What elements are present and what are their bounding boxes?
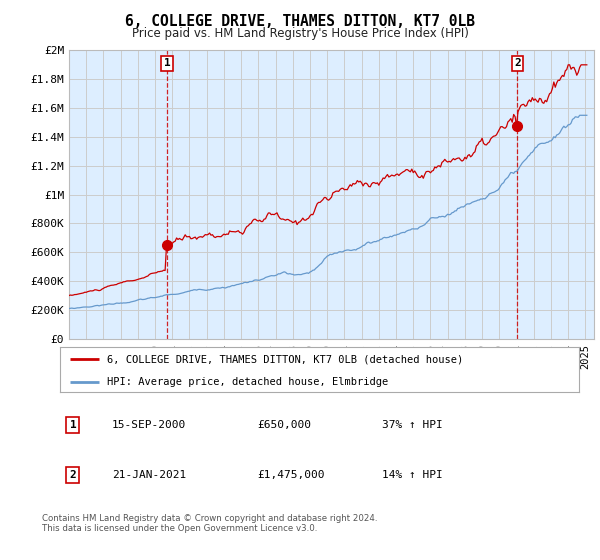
Text: 6, COLLEGE DRIVE, THAMES DITTON, KT7 0LB: 6, COLLEGE DRIVE, THAMES DITTON, KT7 0LB	[125, 14, 475, 29]
Text: Price paid vs. HM Land Registry's House Price Index (HPI): Price paid vs. HM Land Registry's House …	[131, 27, 469, 40]
Text: Contains HM Land Registry data © Crown copyright and database right 2024.
This d: Contains HM Land Registry data © Crown c…	[42, 514, 377, 533]
Text: £650,000: £650,000	[257, 419, 311, 430]
Text: 14% ↑ HPI: 14% ↑ HPI	[382, 470, 443, 480]
Text: 37% ↑ HPI: 37% ↑ HPI	[382, 419, 443, 430]
Text: 2: 2	[514, 58, 521, 68]
Text: 2: 2	[70, 470, 76, 480]
Text: £1,475,000: £1,475,000	[257, 470, 325, 480]
Text: 21-JAN-2021: 21-JAN-2021	[112, 470, 186, 480]
Text: HPI: Average price, detached house, Elmbridge: HPI: Average price, detached house, Elmb…	[107, 377, 388, 387]
Text: 15-SEP-2000: 15-SEP-2000	[112, 419, 186, 430]
Text: 1: 1	[70, 419, 76, 430]
Text: 6, COLLEGE DRIVE, THAMES DITTON, KT7 0LB (detached house): 6, COLLEGE DRIVE, THAMES DITTON, KT7 0LB…	[107, 354, 463, 365]
Text: 1: 1	[164, 58, 170, 68]
